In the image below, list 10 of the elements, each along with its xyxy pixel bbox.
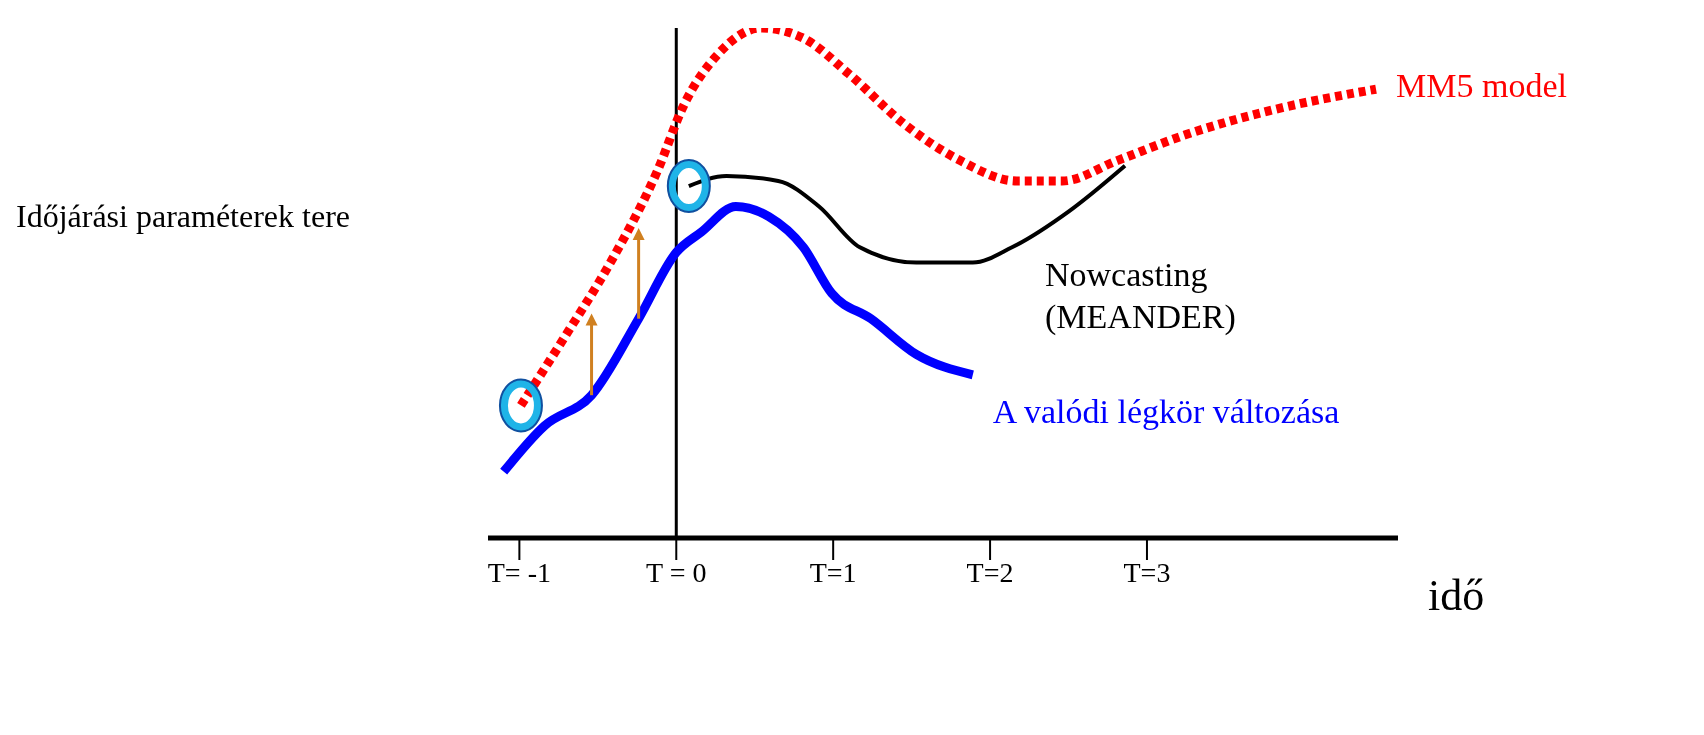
series-label: MM5 model [1396, 67, 1567, 104]
series-label: A valódi légkör változása [992, 392, 1340, 430]
x-tick-label: T= -1 [487, 556, 551, 588]
x-tick-label: T=3 [1123, 556, 1171, 588]
x-tick-label: T = 0 [646, 556, 707, 588]
y-axis-title: Időjárási paraméterek tere [16, 198, 351, 235]
x-tick-label: T=1 [809, 556, 857, 588]
x-tick-label: T=2 [966, 556, 1014, 588]
series-label: Nowcasting (MEANDER) [1045, 255, 1236, 336]
x-axis-title: idő [1428, 570, 1485, 621]
